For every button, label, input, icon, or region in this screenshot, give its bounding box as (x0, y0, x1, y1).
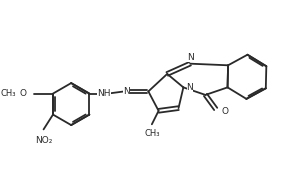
Text: N: N (187, 83, 193, 92)
Text: N: N (187, 53, 193, 62)
Text: CH₃: CH₃ (144, 129, 160, 138)
Text: O: O (221, 107, 228, 116)
Text: O: O (19, 89, 26, 98)
Text: CH₃: CH₃ (1, 89, 16, 98)
Text: NH: NH (97, 89, 111, 98)
Text: NO₂: NO₂ (35, 136, 52, 145)
Text: N: N (123, 87, 130, 96)
